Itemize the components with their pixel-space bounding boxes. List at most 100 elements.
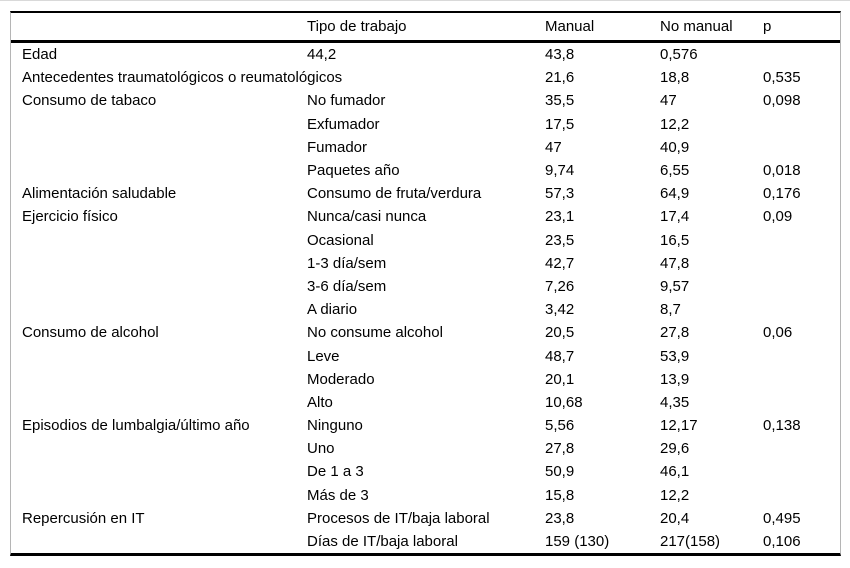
cell-no-manual: 27,8 [660,324,690,342]
cell-category [11,437,307,460]
col-header-p: p [763,13,840,43]
cell-tipo-de-trabajo: Leve [307,347,340,365]
cell-tipo-de-trabajo: 1-3 día/sem [307,254,387,272]
col-header-category [11,13,307,43]
cell-no-manual: 40,9 [660,138,690,156]
cell-p [763,484,840,507]
table-row: De 1 a 3 50,9 46,1 [11,460,840,483]
table-row: Episodios de lumbalgia/último año Ninguno… [11,414,840,437]
cell-tipo-de-trabajo: Consumo de fruta/verdura [307,185,482,203]
cell-no-manual: 0,576 [660,46,698,64]
cell-manual: 17,5 [545,115,575,133]
table-row: A diario 3,42 8,7 [11,298,840,321]
table-row: Moderado 20,1 13,9 [11,368,840,391]
cell-p [763,229,840,252]
cell-p [763,344,840,367]
cell-no-manual: 4,35 [660,393,690,411]
cell-p: 0,098 [763,92,801,110]
cell-p [763,252,840,275]
table-row: Uno 27,8 29,6 [11,437,840,460]
cell-tipo-de-trabajo: Moderado [307,370,375,388]
cell-manual: 15,8 [545,486,575,504]
cell-manual: 48,7 [545,347,575,365]
results-table-frame: Tipo de trabajo Manual No manual p Edad 4… [10,11,841,557]
cell-tipo-de-trabajo: No consume alcohol [307,324,443,342]
cell-category: Consumo de tabaco [22,92,157,110]
cell-manual: 50,9 [545,463,575,481]
cell-manual: 3,42 [545,301,575,319]
cell-category: Alimentación saludable [22,185,177,203]
cell-p [763,437,840,460]
cell-category [11,275,307,298]
table-row: Más de 3 15,8 12,2 [11,484,840,507]
col-header-tipo-de-trabajo: Tipo de trabajo [307,13,545,43]
cell-p: 0,09 [763,208,793,226]
cell-no-manual: 53,9 [660,347,690,365]
cell-no-manual: 17,4 [660,208,690,226]
cell-p [763,136,840,159]
cell-p: 0,495 [763,509,801,527]
cell-tipo-de-trabajo: Ninguno [307,417,363,435]
cell-category [11,229,307,252]
cell-no-manual: 12,2 [660,115,690,133]
cell-tipo-de-trabajo: 44,2 [307,46,337,64]
table-row: Alimentación saludable Consumo de fruta/v… [11,182,840,205]
cell-p [763,391,840,414]
cell-p: 0,106 [763,533,801,551]
col-header-manual: Manual [545,13,660,43]
cell-no-manual: 16,5 [660,231,690,249]
cell-category: Antecedentes traumatológicos o reumatoló… [22,69,343,87]
table-row: Antecedentes traumatológicos o reumatoló… [11,66,840,89]
cell-category [11,159,307,182]
table-row: 3-6 día/sem 7,26 9,57 [11,275,840,298]
cell-no-manual: 6,55 [660,162,690,180]
cell-category: Consumo de alcohol [22,324,159,342]
cell-p [763,275,840,298]
table-row: Consumo de alcohol No consume alcohol 20,5… [11,321,840,344]
col-header-no-manual: No manual [660,13,763,43]
cell-category [11,460,307,483]
cell-category: Episodios de lumbalgia/último año [22,417,250,435]
cell-manual: 20,1 [545,370,575,388]
cell-no-manual: 9,57 [660,277,690,295]
cell-manual: 23,5 [545,231,575,249]
cell-manual: 159 (130) [545,533,610,551]
cell-p: 0,06 [763,324,793,342]
cell-p: 0,018 [763,162,801,180]
header-row: Tipo de trabajo Manual No manual p [11,13,840,43]
cell-tipo-de-trabajo: Paquetes año [307,162,400,180]
table-row: Fumador 47 40,9 [11,136,840,159]
cell-manual: 7,26 [545,277,575,295]
table-row: Ejercicio físico Nunca/casi nunca 23,1 17,4… [11,205,840,228]
cell-tipo-de-trabajo: Días de IT/baja laboral [307,533,458,551]
cell-manual: 20,5 [545,324,575,342]
table-row: Exfumador 17,5 12,2 [11,113,840,136]
cell-no-manual: 47 [660,92,677,110]
cell-tipo-de-trabajo: Fumador [307,138,368,156]
cell-no-manual: 8,7 [660,301,681,319]
cell-manual: 43,8 [545,46,575,64]
cell-tipo-de-trabajo: Nunca/casi nunca [307,208,427,226]
cell-p: 0,176 [763,185,801,203]
cell-tipo-de-trabajo: Ocasional [307,231,374,249]
cell-category: Ejercicio físico [22,208,118,226]
cell-tipo-de-trabajo: Alto [307,393,333,411]
cell-tipo-de-trabajo: No fumador [307,92,386,110]
table-row: Edad 44,2 43,8 0,576 [11,42,840,67]
table-row: Alto 10,68 4,35 [11,391,840,414]
cell-manual: 21,6 [545,69,575,87]
cell-manual: 23,1 [545,208,575,226]
cell-category [11,368,307,391]
cell-category [11,484,307,507]
cell-no-manual: 12,2 [660,486,690,504]
cell-p [763,368,840,391]
cell-category [11,113,307,136]
cell-no-manual: 29,6 [660,440,690,458]
study-results-table: Tipo de trabajo Manual No manual p Edad 4… [11,13,840,553]
cell-manual: 42,7 [545,254,575,272]
cell-p [763,42,840,67]
cell-manual: 47 [545,138,562,156]
cell-manual: 57,3 [545,185,575,203]
cell-tipo-de-trabajo: Procesos de IT/baja laboral [307,509,490,527]
